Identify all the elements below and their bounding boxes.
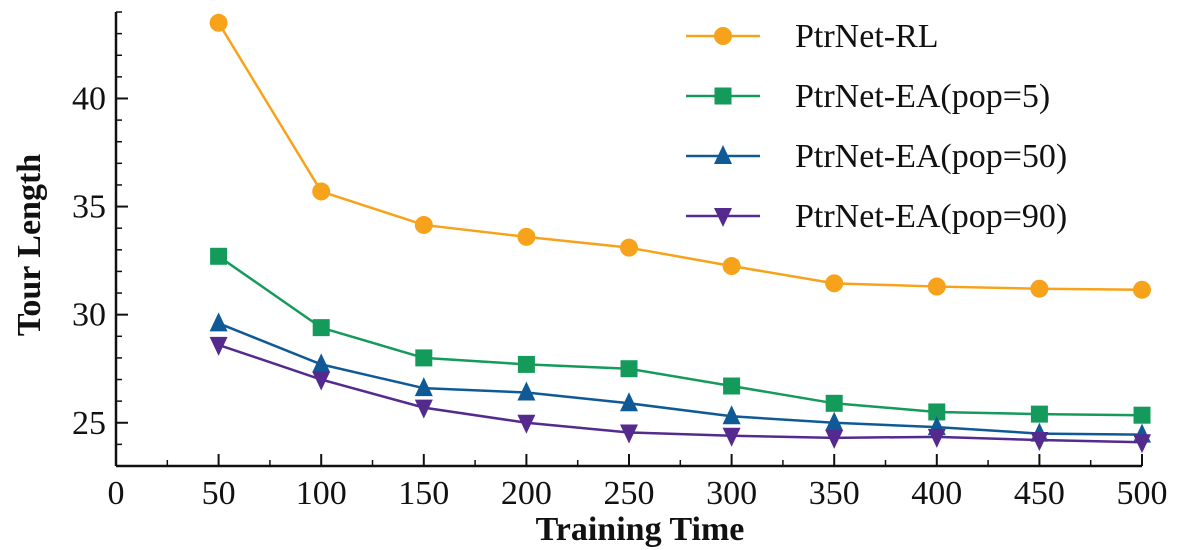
x-tick-label: 100 (296, 475, 347, 512)
series-1 (209, 13, 1151, 299)
legend-label: PtrNet-EA(pop=50) (795, 138, 1067, 175)
data-point (209, 312, 228, 332)
data-point (1133, 434, 1151, 454)
data-point (825, 394, 843, 412)
x-axis-title: Training Time (536, 511, 745, 548)
x-tick-label: 150 (398, 475, 449, 512)
data-point (414, 399, 433, 419)
data-point (928, 403, 946, 421)
data-point (1133, 280, 1151, 299)
legend-label: PtrNet-RL (795, 18, 939, 55)
data-point (517, 414, 536, 434)
legend: PtrNet-RL PtrNet-EA(pop=5) PtrNet-EA(pop=5… (686, 18, 1067, 235)
data-point (312, 371, 331, 391)
data-point (415, 349, 433, 367)
data-point (517, 355, 535, 373)
legend-item-2: PtrNet-EA(pop=5) (686, 78, 1050, 115)
data-point (927, 428, 946, 448)
data-point (825, 411, 844, 431)
data-point (723, 377, 741, 395)
data-point (209, 13, 228, 32)
legend-item-3: PtrNet-EA(pop=50) (686, 138, 1067, 175)
y-axis-title: Tour Length (11, 154, 48, 336)
data-point (620, 360, 638, 378)
series-layer (209, 13, 1151, 454)
x-tick-label: 500 (1117, 475, 1168, 512)
data-point (1030, 405, 1048, 423)
legend-marker (714, 87, 732, 105)
data-point (722, 405, 741, 425)
data-point (517, 227, 536, 246)
data-point (312, 182, 331, 201)
data-point (825, 274, 844, 293)
data-point (414, 377, 433, 397)
x-tick-label: 0 (108, 475, 125, 512)
series-2 (210, 247, 1151, 424)
series-line (218, 343, 1143, 444)
y-tick-label: 35 (72, 189, 106, 226)
x-tick-label: 200 (501, 475, 552, 512)
y-tick-label: 30 (72, 297, 106, 334)
x-tick-label: 250 (604, 475, 655, 512)
legend-marker (714, 145, 732, 164)
data-point (825, 429, 844, 449)
legend-marker (714, 27, 732, 45)
series-line (218, 322, 1143, 436)
data-point (1133, 406, 1151, 424)
data-point (312, 353, 331, 373)
y-tick-label: 25 (72, 405, 106, 442)
x-tick-label: 350 (809, 475, 860, 512)
x-tick-label: 300 (706, 475, 757, 512)
data-point (927, 277, 946, 296)
data-point (722, 427, 741, 447)
data-point (210, 247, 228, 265)
legend-item-4: PtrNet-EA(pop=90) (686, 198, 1067, 235)
series-line (217, 255, 1143, 417)
data-point (620, 424, 638, 444)
axes: 0 50 100 150 200 250 300 350 400 450 500 25 30 35 40 (72, 11, 1168, 512)
data-point (722, 257, 741, 276)
data-point (414, 215, 433, 234)
legend-label: PtrNet-EA(pop=5) (795, 78, 1050, 115)
data-point (312, 319, 330, 337)
x-tick-label: 50 (202, 475, 236, 512)
series-line (217, 22, 1143, 292)
legend-item-1: PtrNet-RL (686, 18, 939, 55)
data-point (1030, 432, 1049, 452)
x-tick-label: 450 (1014, 475, 1065, 512)
series-4 (209, 336, 1151, 454)
data-point (1030, 279, 1049, 298)
data-point (620, 238, 638, 257)
legend-marker (714, 208, 732, 227)
data-point (620, 392, 638, 412)
y-tick-label: 40 (72, 80, 106, 117)
data-point (209, 336, 228, 356)
legend-label: PtrNet-EA(pop=90) (795, 198, 1067, 235)
x-tick-label: 400 (911, 475, 962, 512)
data-point (517, 381, 536, 401)
